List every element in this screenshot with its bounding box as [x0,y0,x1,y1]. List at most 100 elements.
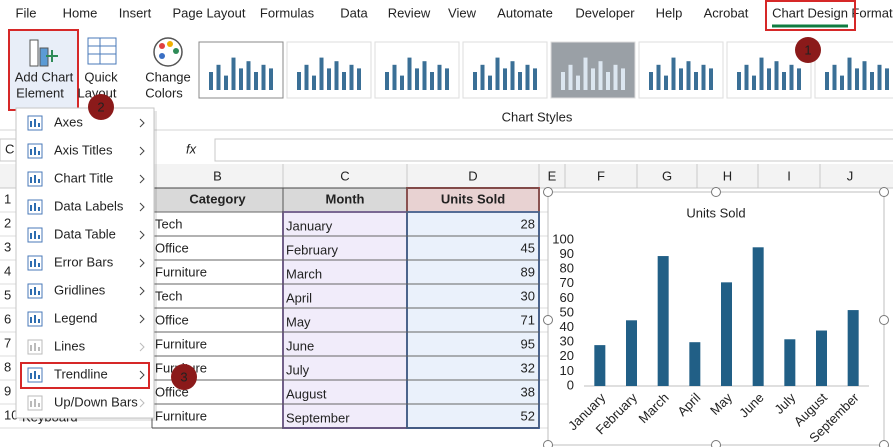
menu-item[interactable]: Trendline [54,366,108,381]
thumbnail-bar [878,65,882,90]
table-cell[interactable]: 32 [521,360,535,375]
column-header[interactable]: I [787,168,791,183]
step-badge-label: 2 [97,99,104,114]
ribbon-tab[interactable]: Chart Design [772,5,848,20]
column-header[interactable]: C [340,168,349,183]
table-cell[interactable]: 89 [521,264,535,279]
bar [753,247,764,386]
ribbon-tab[interactable]: Acrobat [704,5,749,20]
ribbon-tab[interactable]: Home [63,5,98,20]
table-cell[interactable]: 71 [521,312,535,327]
table-cell[interactable]: 38 [521,384,535,399]
menu-item[interactable]: Axis Titles [54,142,113,157]
row-header: 1 [4,191,11,206]
column-header[interactable]: G [662,168,672,183]
thumbnail-bar [488,76,492,90]
ribbon-tab[interactable]: Review [388,5,431,20]
table-cell[interactable]: January [286,218,333,233]
ribbon-tab[interactable]: View [448,5,477,20]
ribbon-tab[interactable]: Page Layout [172,5,245,20]
menu-item[interactable]: Data Table [54,226,116,241]
thumbnail-bar [445,68,449,90]
resize-handle[interactable] [880,188,889,197]
ribbon-tab[interactable]: File [16,5,37,20]
icon [30,40,38,66]
thumbnail-bar [393,65,397,90]
ribbon-tab[interactable]: Help [656,5,683,20]
resize-handle[interactable] [544,316,553,325]
menu-item[interactable]: Chart Title [54,170,113,185]
thumbnail-bar [247,61,251,90]
thumbnail-bar [767,68,771,90]
table-cell[interactable]: 95 [521,336,535,351]
chart: Units Sold0102030405060708090100JanuaryF… [544,188,889,447]
thumbnail-bar [848,58,852,90]
table-cell[interactable]: April [286,290,312,305]
button-label[interactable]: Quick [84,69,118,84]
thumbnail-bar [569,65,573,90]
table-cell[interactable]: Furniture [155,408,207,423]
column-header[interactable]: D [468,168,477,183]
row-header: 7 [4,335,11,350]
table-cell[interactable]: Tech [155,288,182,303]
bar [658,256,669,386]
resize-handle[interactable] [544,441,553,447]
row-header: 8 [4,359,11,374]
column-header[interactable]: E [548,168,557,183]
table-cell[interactable]: February [286,242,339,257]
bar [721,282,732,386]
table-cell[interactable]: August [286,386,327,401]
table-cell[interactable]: Office [155,312,189,327]
table-cell[interactable]: May [286,314,311,329]
table-cell[interactable]: 52 [521,408,535,423]
resize-handle[interactable] [712,441,721,447]
ribbon-tab[interactable]: Developer [575,5,635,20]
ribbon-tab[interactable]: Format [851,5,893,20]
column-header[interactable]: J [847,168,854,183]
menu-item[interactable]: Error Bars [54,254,114,269]
ribbon-tab[interactable]: Automate [497,5,553,20]
thumbnail-bar [760,58,764,90]
formula-input[interactable] [215,139,893,161]
thumbnail-bar [870,72,874,90]
column-header[interactable]: B [213,168,222,183]
thumbnail-bar [833,65,837,90]
resize-handle[interactable] [880,316,889,325]
table-cell[interactable]: 45 [521,240,535,255]
column-header[interactable]: H [723,168,732,183]
ribbon-tab[interactable]: Insert [119,5,152,20]
icon [167,41,173,47]
table-cell[interactable]: Tech [155,216,182,231]
table-header: Month [326,191,365,206]
y-tick-label: 80 [560,261,574,276]
table-cell[interactable]: Furniture [155,336,207,351]
button-label[interactable]: Colors [145,85,183,100]
table-cell[interactable]: 28 [521,216,535,231]
bar [848,310,859,386]
thumbnail-bar [863,61,867,90]
resize-handle[interactable] [544,188,553,197]
ribbon-tab[interactable]: Formulas [260,5,315,20]
thumbnail-bar [518,72,522,90]
thumbnail-bar [350,65,354,90]
table-cell[interactable]: Office [155,240,189,255]
button-label[interactable]: Change [145,69,191,84]
bar [689,342,700,386]
table-cell[interactable]: September [286,410,350,425]
table-cell[interactable]: June [286,338,314,353]
column-header[interactable]: F [597,168,605,183]
menu-item[interactable]: Gridlines [54,282,106,297]
menu-item[interactable]: Data Labels [54,198,124,213]
menu-item[interactable]: Legend [54,310,97,325]
y-tick-label: 90 [560,246,574,261]
resize-handle[interactable] [880,441,889,447]
table-cell[interactable]: 30 [521,288,535,303]
menu-item[interactable]: Axes [54,114,83,129]
ribbon-tab[interactable]: Data [340,5,368,20]
thumbnail-bar [305,65,309,90]
table-cell[interactable]: July [286,362,310,377]
table-cell[interactable]: March [286,266,322,281]
table-cell[interactable]: Furniture [155,264,207,279]
thumbnail-bar [357,68,361,90]
resize-handle[interactable] [712,188,721,197]
